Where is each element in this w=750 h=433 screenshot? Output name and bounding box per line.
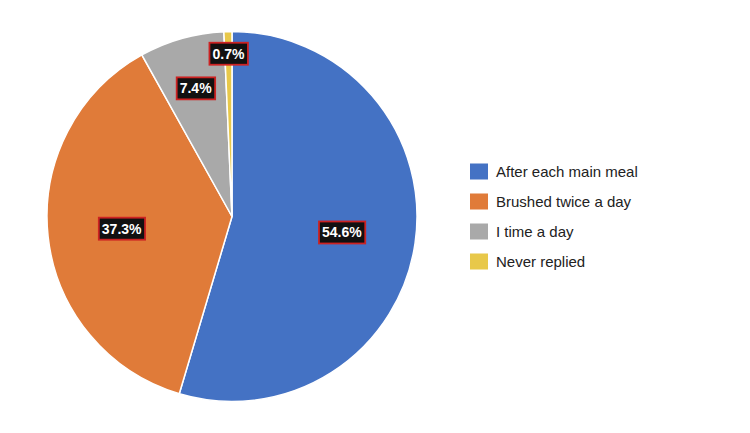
legend-label: Brushed twice a day — [496, 193, 632, 210]
legend-swatch — [470, 254, 488, 270]
legend-item: I time a day — [470, 223, 574, 240]
pie — [47, 32, 417, 402]
data-label-group: 7.4% — [177, 77, 215, 99]
data-label: 0.7% — [212, 46, 244, 62]
legend-swatch — [470, 224, 488, 240]
data-label-group: 0.7% — [209, 43, 247, 65]
legend-label: After each main meal — [496, 163, 638, 180]
data-label-group: 54.6% — [319, 221, 365, 243]
data-label-box — [177, 77, 215, 99]
data-label: 54.6% — [322, 224, 362, 240]
legend-item: Never replied — [470, 253, 585, 270]
legend-item: Brushed twice a day — [470, 193, 632, 210]
chart-root: 54.6% 37.3% 7.4% 0.7% After each main meal Br… — [0, 0, 750, 433]
data-labels: 54.6% 37.3% 7.4% 0.7% — [99, 43, 365, 244]
legend: After each main meal Brushed twice a day I… — [470, 163, 638, 270]
data-label-box — [209, 43, 247, 65]
data-label-box — [99, 218, 145, 240]
legend-swatch — [470, 164, 488, 180]
legend-swatch — [470, 194, 488, 210]
legend-label: Never replied — [496, 253, 585, 270]
data-label-group: 37.3% — [99, 218, 145, 240]
data-label: 37.3% — [102, 221, 142, 237]
legend-item: After each main meal — [470, 163, 638, 180]
data-label: 7.4% — [180, 80, 212, 96]
data-label-box — [319, 221, 365, 243]
legend-label: I time a day — [496, 223, 574, 240]
